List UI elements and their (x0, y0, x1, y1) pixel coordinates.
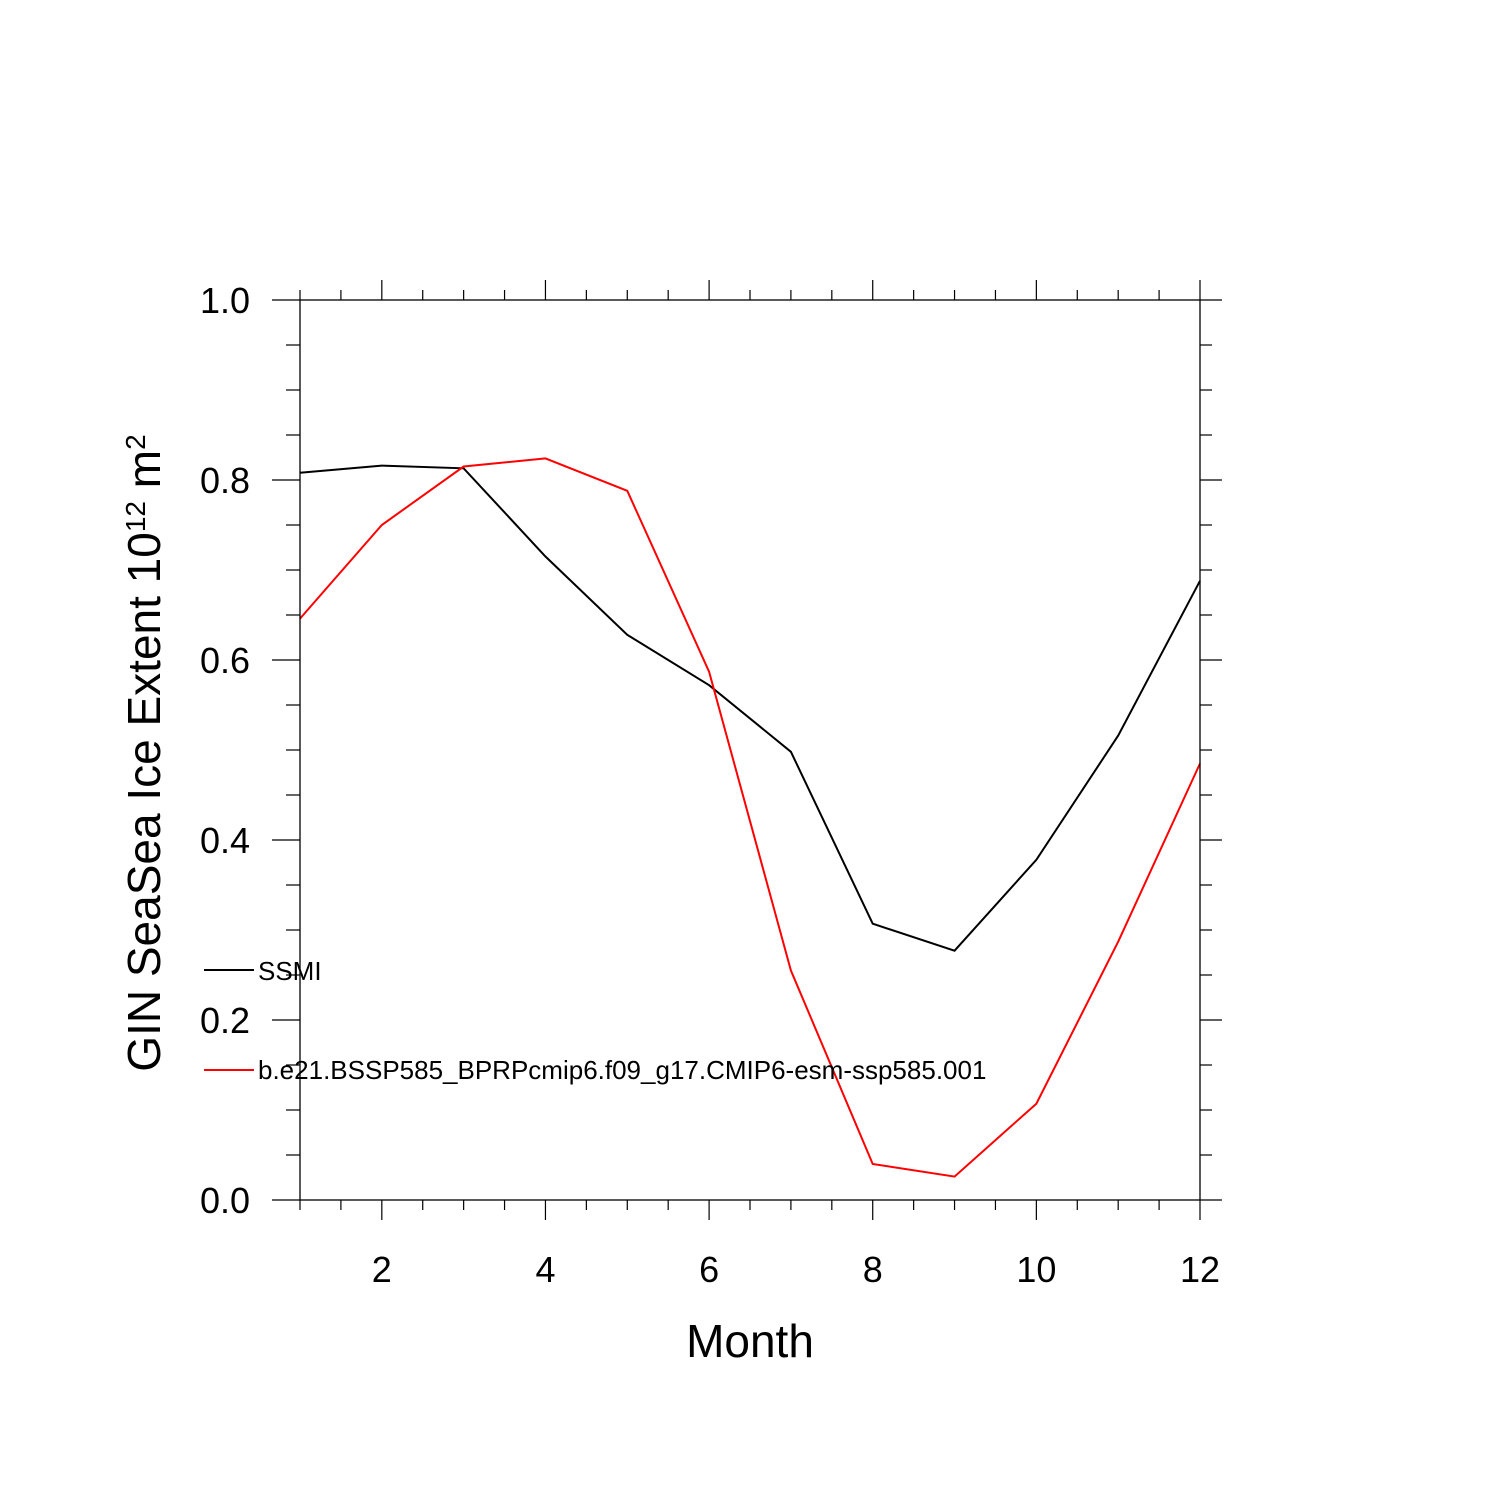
axis-ticks (272, 280, 1222, 1220)
x-axis-title: Month (686, 1315, 814, 1367)
y-tick-label: 1.0 (200, 280, 250, 321)
series-line-model-run (299, 457, 1201, 1178)
legend-label-ssmi: SSMI (258, 956, 322, 986)
y-axis-title: GIN SeaSea Ice Extent 1012 m2 (118, 434, 170, 1071)
legend: SSMI b.e21.BSSP585_BPRPcmip6.f09_g17.CMI… (204, 956, 986, 1085)
x-tick-label: 12 (1180, 1249, 1220, 1290)
legend-label-model-run: b.e21.BSSP585_BPRPcmip6.f09_g17.CMIP6-es… (258, 1055, 986, 1085)
y-tick-label: 0.8 (200, 460, 250, 501)
y-tick-label: 0.4 (200, 820, 250, 861)
y-axis-title-unit: m (118, 450, 170, 501)
y-axis-title-unit-exponent: 2 (120, 434, 151, 450)
x-tick-label: 8 (863, 1249, 883, 1290)
y-tick-label: 0.0 (200, 1180, 250, 1221)
y-axis-title-exponent: 12 (120, 501, 151, 532)
x-tick-label: 6 (699, 1249, 719, 1290)
plot-frame (299, 299, 1201, 1201)
y-tick-labels: 0.0 0.2 0.4 0.6 0.8 1.0 (200, 280, 250, 1221)
y-axis-title-main: GIN SeaSea Ice Extent 10 (118, 532, 170, 1072)
y-tick-label: 0.2 (200, 1000, 250, 1041)
x-tick-label: 10 (1016, 1249, 1056, 1290)
x-tick-label: 4 (535, 1249, 555, 1290)
x-tick-label: 2 (372, 1249, 392, 1290)
series-lines (299, 457, 1201, 1178)
y-tick-label: 0.6 (200, 640, 250, 681)
x-tick-labels: 2 4 6 8 10 12 (372, 1249, 1220, 1290)
series-line-ssmi (299, 464, 1201, 952)
